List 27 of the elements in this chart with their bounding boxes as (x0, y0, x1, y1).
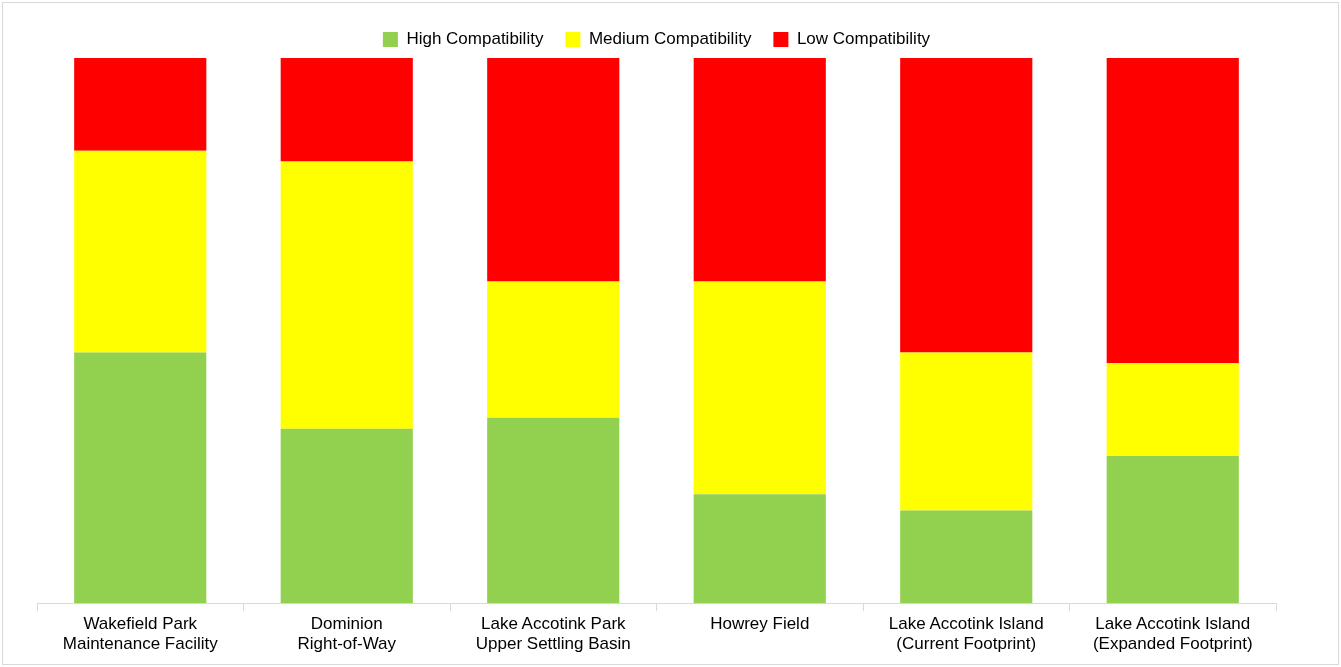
bar (280, 428, 413, 604)
bar (74, 352, 207, 604)
bar (280, 161, 413, 429)
x-tick-label: Lake Accotink Island (Expanded Footprint) (1092, 614, 1253, 654)
x-tick-label: Howrey Field (710, 614, 810, 634)
bar (1106, 363, 1239, 456)
bar (487, 417, 620, 604)
bar (693, 494, 826, 604)
x-tick-label: Lake Accotink Island (Current Footprint) (888, 614, 1044, 654)
bar (900, 510, 1033, 604)
bar (1106, 58, 1239, 364)
legend-label: High Compatibility (406, 29, 544, 49)
bar (280, 58, 413, 162)
x-tick-label: Wakefield Park Maintenance Facility (62, 614, 219, 654)
legend-label: Medium Compatibility (588, 29, 752, 49)
x-tick-label: Dominion Right-of-Way (297, 614, 397, 654)
bar (74, 58, 207, 151)
bar (487, 281, 620, 418)
bar (693, 281, 826, 495)
bar (900, 58, 1033, 353)
x-tick-label: Lake Accotink Park Upper Settling Basin (475, 614, 631, 654)
bar (74, 150, 207, 353)
bar (1106, 456, 1239, 604)
legend-label: Low Compatibility (796, 29, 931, 49)
bar (487, 58, 620, 282)
bar (693, 58, 826, 282)
bar (900, 352, 1033, 511)
